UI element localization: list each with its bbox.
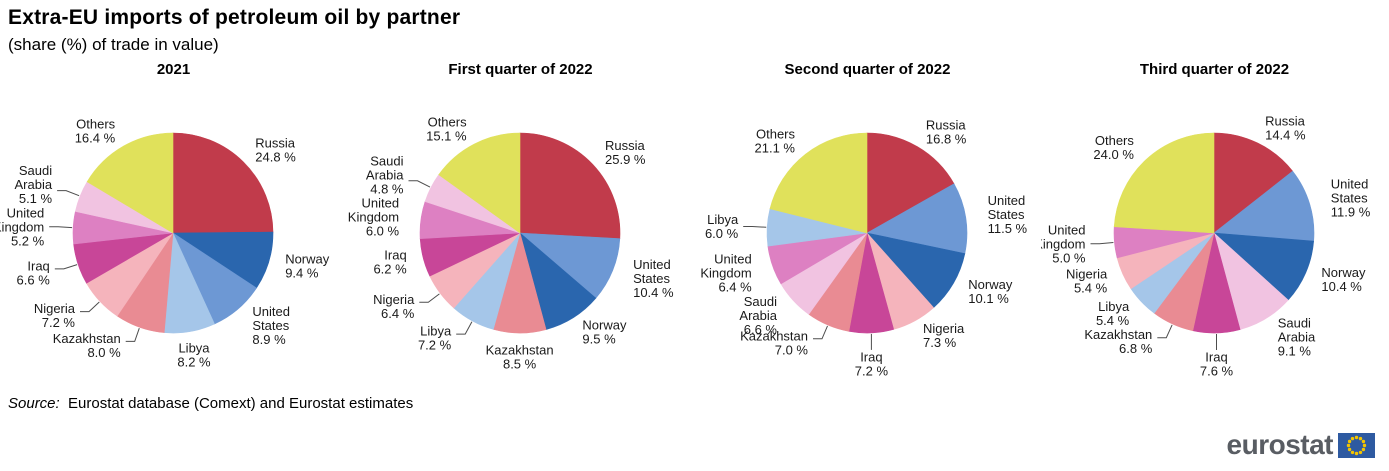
pie-label-others: Others 15.1 %: [426, 114, 467, 143]
pie-label-norway: Norway 9.4 %: [285, 252, 330, 281]
pie-chart-second-quarter-of-2022: Russia 16.8 % United States 11.5 % Norway 10.1…: [700, 117, 1028, 378]
pie-label-libya: Libya 5.4 %: [1096, 299, 1130, 328]
charts-row: 2021 Russia 24.8 % Norway 9.4 % United States 8…: [0, 59, 1389, 391]
pie-label-united-kingdom: United Kingdom 6.4 %: [700, 251, 752, 294]
pie-label-russia: Russia 24.8 %: [255, 135, 296, 164]
pie-slice-united-states: [866, 183, 968, 254]
page-subtitle: (share (%) of trade in value): [8, 35, 219, 54]
pie-slice-others: [86, 132, 174, 234]
pie-label-norway: Norway 10.1 %: [968, 277, 1013, 306]
pie-label-saudi-arabia: Saudi Arabia 4.8 %: [366, 153, 404, 196]
page-title: Extra-EU imports of petroleum oil by par…: [8, 6, 461, 29]
pie-label-united-kingdom: UnitedKingdom5.2 %: [0, 205, 45, 248]
chart-title: Second quarter of 2022: [784, 61, 951, 78]
pie-slice-russia: [1213, 132, 1294, 234]
chart-panel-third-quarter-of-2022: Third quarter of 2022 Russia 14.4 % United S…: [1041, 59, 1388, 391]
pie-label-saudi-arabia: Saudi Arabia 6.6 %: [739, 294, 777, 337]
pie-label-united-states: United States 11.9 %: [1331, 176, 1371, 219]
pie-label-russia: Russia 25.9 %: [605, 138, 646, 167]
pie-label-kazakhstan: Kazakhstan 7.0 %: [740, 328, 808, 357]
pie-label-iraq: Iraq 7.2 %: [855, 349, 889, 378]
chart-panel-2021: 2021 Russia 24.8 % Norway 9.4 % United States 8…: [0, 59, 347, 391]
leader-line-kazakhstan: [813, 325, 828, 340]
eurostat-logo: eurostat: [1227, 431, 1375, 459]
pie-chart-third-quarter-of-2022: Russia 14.4 % United States 11.9 % Norway 10.4…: [1041, 113, 1371, 379]
chart-title: 2021: [156, 61, 191, 78]
source-label: Source:: [8, 395, 60, 412]
pie-label-saudi-arabia: Saudi Arabia 9.1 %: [1278, 316, 1316, 359]
pie-label-united-kingdom: United Kingdom 6.0 %: [348, 195, 400, 238]
pie-label-norway: Norway 9.5 %: [582, 318, 627, 347]
leader-line-nigeria: [80, 301, 100, 313]
pie-slice-others: [769, 132, 868, 234]
pie-label-kazakhstan: Kazakhstan 8.0 %: [53, 331, 121, 360]
pie-label-libya: Libya 8.2 %: [177, 341, 211, 370]
pie-label-nigeria: Nigeria 7.2 %: [34, 301, 76, 330]
pie-label-iraq: Iraq 6.6 %: [17, 258, 51, 287]
pie-label-united-kingdom: UnitedKingdom5.0 %: [1041, 222, 1086, 265]
pie-chart-first-quarter-of-2022: Russia 25.9 % United States 10.4 %Norway 9.5 …: [348, 114, 674, 372]
eurostat-logo-text: eurostat: [1226, 429, 1334, 460]
leader-line-saudi-arabia: [408, 180, 431, 188]
pie-label-others: Others 21.1 %: [755, 126, 796, 155]
pie-label-nigeria: Nigeria 5.4 %: [1066, 266, 1108, 295]
pie-label-united-states: United States 11.5 %: [988, 193, 1028, 236]
pie-label-libya: Libya 7.2 %: [418, 324, 452, 353]
source-value: Eurostat database (Comext) and Eurostat …: [68, 395, 414, 412]
pie-label-nigeria: Nigeria 7.3 %: [923, 321, 965, 350]
pie-label-united-states: United States 8.9 %: [252, 304, 290, 347]
leader-line-nigeria: [419, 293, 440, 303]
pie-slice-russia: [519, 132, 621, 239]
pie-slice-others: [1113, 132, 1215, 234]
pie-label-nigeria: Nigeria 6.4 %: [373, 292, 415, 321]
pie-label-kazakhstan: Kazakhstan 6.8 %: [1084, 327, 1152, 356]
leader-line-libya: [743, 226, 767, 228]
pie-label-kazakhstan: Kazakhstan 8.5 %: [486, 343, 554, 372]
pie-label-iraq: Iraq 6.2 %: [373, 248, 407, 277]
pie-label-others: Others 24.0 %: [1093, 133, 1134, 162]
pie-label-libya: Libya 6.0 %: [705, 212, 739, 241]
chart-panel-second-quarter-of-2022: Second quarter of 2022 Russia 16.8 % United…: [694, 59, 1041, 391]
leader-line-kazakhstan: [1157, 324, 1173, 339]
pie-slice-russia: [172, 132, 274, 234]
leader-line-united-kingdom: [49, 226, 73, 229]
chart-panel-first-quarter-of-2022: First quarter of 2022 Russia 25.9 % United S…: [347, 59, 694, 391]
page-header: Extra-EU imports of petroleum oil by par…: [0, 0, 1389, 57]
pie-label-russia: Russia 16.8 %: [926, 117, 967, 146]
leader-line-libya: [456, 321, 473, 335]
pie-label-russia: Russia 14.4 %: [1265, 113, 1306, 142]
chart-title: First quarter of 2022: [448, 61, 593, 78]
pie-label-united-states: United States 10.4 %: [633, 257, 674, 300]
leader-line-united-kingdom: [1090, 242, 1114, 245]
pie-label-others: Others 16.4 %: [75, 117, 116, 146]
chart-title: Third quarter of 2022: [1139, 61, 1290, 78]
pie-slice-others: [438, 132, 521, 234]
leader-line-saudi-arabia: [57, 190, 80, 197]
pie-slice-russia: [866, 132, 955, 234]
leader-line-kazakhstan: [125, 328, 140, 342]
pie-label-saudi-arabia: Saudi Arabia 5.1 %: [15, 163, 53, 206]
eu-flag-icon: [1338, 432, 1375, 458]
pie-slice-united-states: [1213, 170, 1315, 242]
pie-label-iraq: Iraq 7.6 %: [1200, 350, 1234, 379]
pie-chart-2021: Russia 24.8 % Norway 9.4 % United States 8.9 %…: [0, 117, 330, 370]
pie-label-norway: Norway 10.4 %: [1321, 265, 1366, 294]
source-row: Source: Eurostat database (Comext) and E…: [0, 395, 1389, 412]
leader-line-iraq: [54, 264, 78, 270]
